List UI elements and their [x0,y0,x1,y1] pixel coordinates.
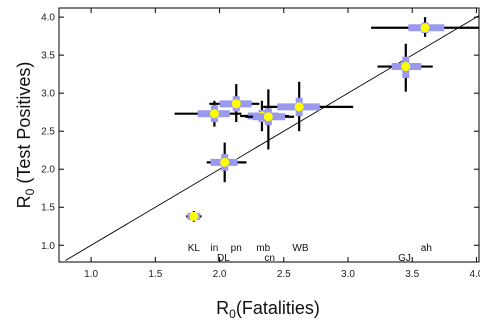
data-point-marker [401,62,411,72]
y-tick-label: 2.5 [41,127,55,138]
x-tick-label: 4.0 [469,269,480,280]
state-label: DL [217,253,230,264]
y-axis-title: R0 (Test Positives) [14,62,37,209]
state-label: KL [188,243,201,254]
data-point-marker [294,102,304,112]
data-point-group [263,81,354,132]
identity-reference-line [65,15,480,261]
y-tick-label: 1.5 [41,203,55,214]
axis-ticks: 1.0 1.5 2.0 2.5 3.0 3.5 4.0 1.0 1.5 2.0 2.5 3.0 3.5 4… [41,8,480,280]
y-tick-label: 1.0 [41,241,55,252]
y-tick-label: 4.0 [41,13,55,24]
x-tick-label: 3.5 [405,269,419,280]
data-point-marker [231,99,241,109]
data-point-group [209,84,260,123]
y-tick-label: 2.0 [41,165,55,176]
data-point-group [174,100,242,127]
state-label: WB [292,243,308,254]
data-point-group [371,17,479,37]
state-label: pn [231,243,242,254]
state-label: ah [421,243,432,254]
state-label: GJ [398,253,411,264]
data-point-marker [263,112,273,122]
y-tick-label: 3.5 [41,51,55,62]
data-point-group [206,142,247,183]
data-point-group [377,43,433,92]
data-point-group [186,211,202,222]
data-points-layer [174,17,479,222]
x-tick-label: 2.5 [277,269,291,280]
x-tick-label: 3.0 [341,269,355,280]
x-tick-label: 2.0 [213,269,227,280]
y-tick-label: 3.0 [41,89,55,100]
data-point-marker [209,109,219,119]
state-label: cn [264,253,275,264]
data-point-marker [189,211,199,221]
reference-line-layer [65,15,480,261]
data-point-marker [220,157,230,167]
x-tick-label: 1.5 [148,269,162,280]
plot-frame [58,7,480,263]
state-label: mb [256,243,270,254]
state-label: in [211,243,219,254]
data-point-group [245,89,295,150]
x-tick-label: 1.0 [84,269,98,280]
x-axis-title: R0(Fatalities) [216,298,320,320]
data-point-marker [420,23,430,33]
